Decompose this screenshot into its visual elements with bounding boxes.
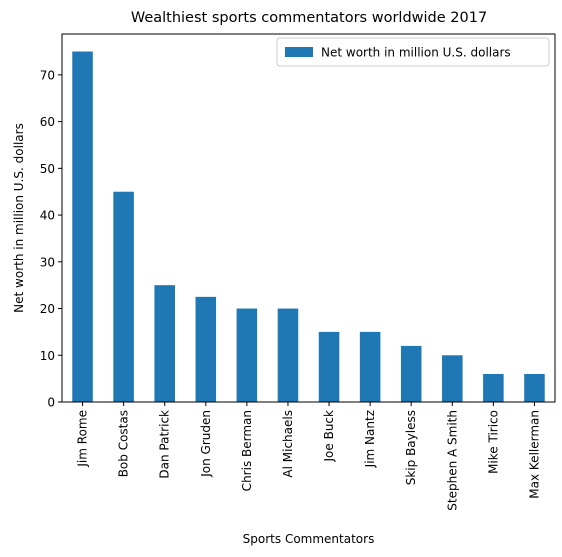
y-tick-label: 40	[40, 209, 55, 223]
y-tick-label: 10	[40, 349, 55, 363]
x-tick-label: Stephen A Smith	[445, 410, 459, 511]
y-tick-label: 0	[47, 396, 55, 410]
x-tick-label: Dan Patrick	[158, 410, 172, 479]
x-tick-label: Al Michaels	[281, 410, 295, 478]
y-tick-label: 70	[40, 68, 55, 82]
legend-label: Net worth in million U.S. dollars	[321, 46, 511, 60]
bar-dan-patrick	[154, 285, 175, 402]
x-tick-label: Chris Berman	[240, 410, 254, 491]
bar-al-michaels	[277, 308, 299, 402]
x-tick-label: Skip Bayless	[404, 410, 418, 485]
legend: Net worth in million U.S. dollars	[276, 37, 550, 67]
y-tick-label: 20	[40, 302, 55, 316]
bars-group	[72, 51, 545, 403]
y-tick-label: 60	[40, 115, 55, 129]
plot-frame	[61, 33, 556, 403]
bar-jim-rome	[72, 51, 93, 403]
x-tick-label: Jon Gruden	[199, 410, 213, 478]
x-tick-label: Bob Costas	[117, 410, 131, 477]
x-tick-label: Jim Rome	[76, 410, 90, 468]
bar-joe-buck	[318, 331, 340, 402]
legend-box	[276, 37, 550, 67]
y-axis: 0 10 20 30 40 50 60 70	[40, 68, 62, 410]
x-tick-label: Joe Buck	[322, 410, 336, 463]
bar-bob-costas	[113, 191, 134, 402]
bar-jim-nantz	[359, 331, 381, 402]
bar-stephen-a-smith	[442, 355, 463, 402]
legend-swatch	[285, 47, 313, 57]
x-tick-label: Max Kellerman	[527, 410, 541, 499]
chart-title: Wealthiest sports commentators worldwide…	[131, 10, 487, 26]
x-tick-label: Jim Nantz	[363, 410, 377, 468]
y-axis-label: Net worth in million U.S. dollars	[12, 123, 26, 313]
bar-mike-tirico	[483, 373, 504, 402]
bar-chris-berman	[236, 308, 258, 402]
bar-skip-bayless	[400, 345, 422, 402]
x-tick-label: Mike Tirico	[486, 410, 500, 474]
x-axis-label: Sports Commentators	[243, 532, 375, 546]
bar-jon-gruden	[195, 296, 217, 402]
y-tick-label: 30	[40, 255, 55, 269]
bar-max-kellerman	[524, 373, 545, 402]
y-tick-label: 50	[40, 162, 55, 176]
x-axis: Jim Rome Bob Costas Dan Patrick Jon Gruden C…	[76, 402, 541, 511]
